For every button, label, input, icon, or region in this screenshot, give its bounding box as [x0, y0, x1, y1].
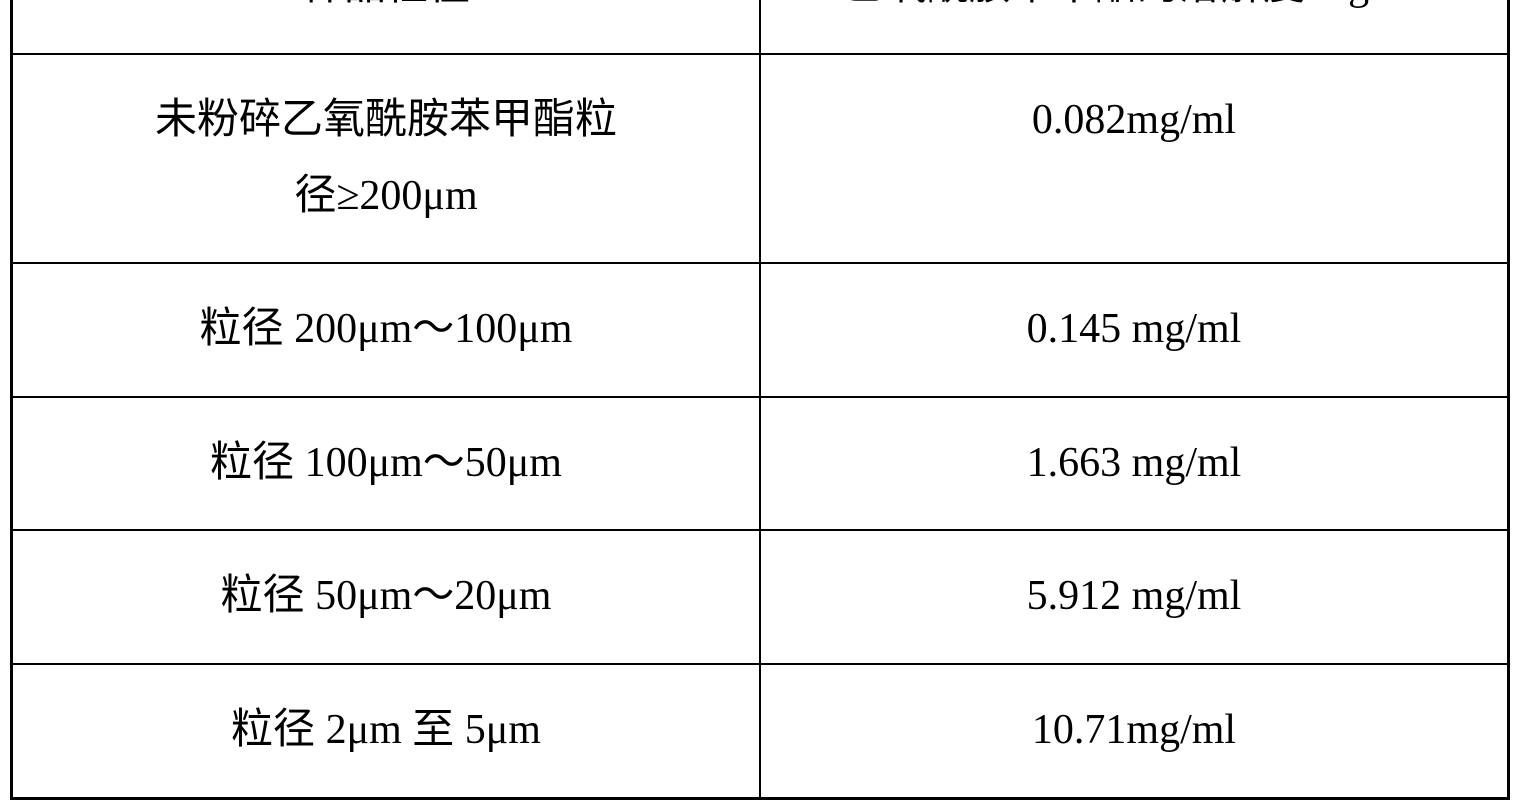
cell-particle-size-4: 粒径 50μm～20μm [12, 530, 761, 664]
particle-text-cn2: 至 [412, 707, 465, 753]
particle-text-line2-latin: ≥200μm [336, 173, 477, 219]
table-row: 粒径 100μm～50μm 1.663 mg/ml [12, 397, 1509, 531]
cell-solubility-4: 5.912 mg/ml [760, 530, 1509, 664]
table-header: 样品粒径 乙氧酰胺苯甲酯的溶解度 mg/ml [12, 0, 1509, 54]
solubility-table-container: 样品粒径 乙氧酰胺苯甲酯的溶解度 mg/ml 未粉碎乙氧酰胺苯甲酯粒 径≥200… [10, 0, 1510, 800]
table-row: 粒径 200μm～100μm 0.145 mg/ml [12, 263, 1509, 397]
cell-solubility-5: 10.71mg/ml [760, 664, 1509, 798]
cell-particle-size-2: 粒径 200μm～100μm [12, 263, 761, 397]
header-particle-size: 样品粒径 [12, 0, 761, 54]
cell-solubility-2: 0.145 mg/ml [760, 263, 1509, 397]
header-row: 样品粒径 乙氧酰胺苯甲酯的溶解度 mg/ml [12, 0, 1509, 54]
particle-text-cn1: 粒径 [231, 707, 326, 753]
particle-text-line1: 未粉碎乙氧酰胺苯甲酯粒 [155, 97, 617, 143]
header-solubility-cn: 乙氧酰胺苯甲酯的溶解度 [843, 0, 1305, 9]
cell-solubility-3: 1.663 mg/ml [760, 397, 1509, 531]
cell-particle-size-3: 粒径 100μm～50μm [12, 397, 761, 531]
table-row: 未粉碎乙氧酰胺苯甲酯粒 径≥200μm 0.082mg/ml [12, 54, 1509, 263]
cell-solubility-1: 0.082mg/ml [760, 54, 1509, 263]
particle-text-cn: 粒径 [221, 573, 316, 619]
particle-text-line2-cn: 径 [294, 173, 336, 219]
particle-text-cn: 粒径 [210, 440, 305, 486]
table-row: 粒径 2μm 至 5μm 10.71mg/ml [12, 664, 1509, 798]
particle-text-cn: 粒径 [200, 306, 295, 352]
particle-text-latin: 50μm～20μm [315, 573, 551, 619]
table-body: 未粉碎乙氧酰胺苯甲酯粒 径≥200μm 0.082mg/ml 粒径 200μm～… [12, 54, 1509, 798]
table-row: 粒径 50μm～20μm 5.912 mg/ml [12, 530, 1509, 664]
header-solubility: 乙氧酰胺苯甲酯的溶解度 mg/ml [760, 0, 1509, 54]
cell-particle-size-5: 粒径 2μm 至 5μm [12, 664, 761, 798]
particle-text-latin1: 2μm [326, 707, 413, 753]
particle-text-latin2: 5μm [465, 707, 541, 753]
particle-text-latin: 200μm～100μm [294, 306, 572, 352]
particle-text-latin: 100μm～50μm [305, 440, 562, 486]
solubility-table: 样品粒径 乙氧酰胺苯甲酯的溶解度 mg/ml 未粉碎乙氧酰胺苯甲酯粒 径≥200… [10, 0, 1510, 800]
cell-particle-size-1: 未粉碎乙氧酰胺苯甲酯粒 径≥200μm [12, 54, 761, 263]
header-solubility-unit: mg/ml [1305, 0, 1425, 9]
